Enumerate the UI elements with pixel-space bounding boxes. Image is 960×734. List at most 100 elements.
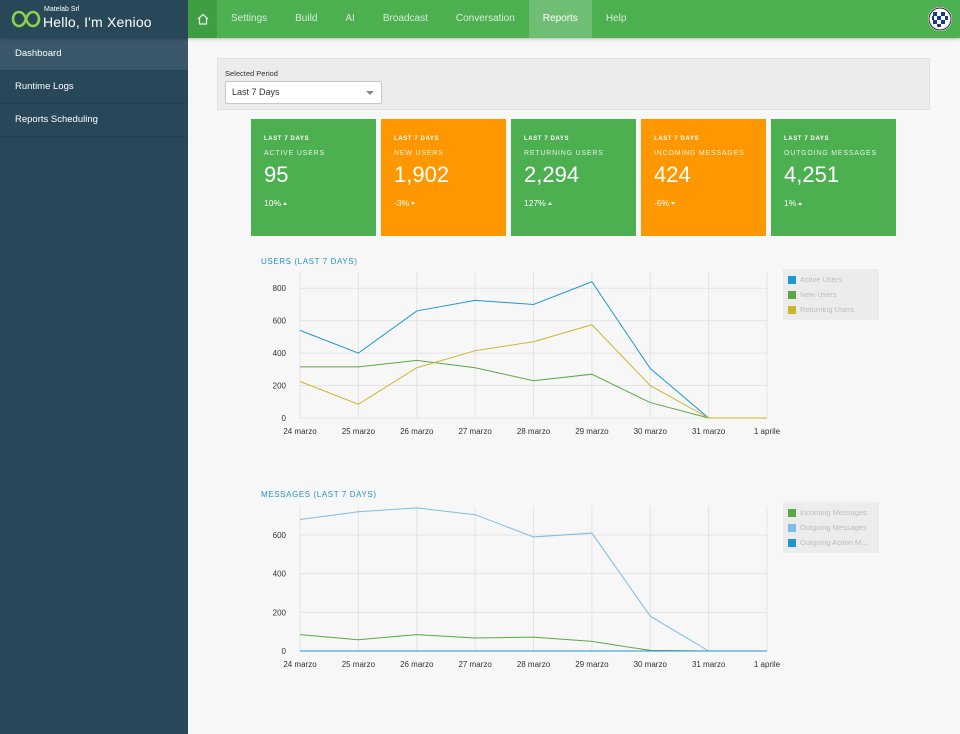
x-tick-label: 28 marzo (517, 660, 551, 669)
x-tick-label: 1 aprile (754, 427, 781, 436)
kpi-value: 2,294 (524, 162, 580, 187)
avatar-pattern-icon (928, 7, 952, 31)
kpi-delta: 10% (264, 198, 376, 208)
x-tick-label: 25 marzo (342, 660, 376, 669)
legend-swatch (788, 508, 796, 517)
kpi-value: 424 (654, 162, 691, 187)
legend-swatch (788, 275, 796, 284)
legend-swatch (788, 290, 796, 299)
kpi-card-active-users: LAST 7 DAYS ACTIVE USERS 95 10% (251, 119, 376, 236)
y-tick-label: 0 (282, 647, 287, 656)
app-name: Hello, I'm Xenioo (43, 14, 152, 30)
x-tick-label: 25 marzo (342, 427, 376, 436)
x-tick-label: 30 marzo (634, 660, 668, 669)
kpi-period: LAST 7 DAYS (654, 136, 700, 142)
period-label: Selected Period (225, 69, 278, 78)
y-tick-label: 200 (273, 608, 287, 617)
kpi-delta: -3% (394, 198, 506, 208)
legend-label: Active Users (800, 275, 843, 284)
legend-label: New Users (800, 290, 837, 299)
nav-reports[interactable]: Reports (528, 0, 592, 38)
kpi-card-returning-users: LAST 7 DAYS RETURNING USERS 2,294 127% (511, 119, 636, 236)
period-select[interactable]: Last 7 Days (225, 81, 382, 104)
sidebar-item-reports-scheduling[interactable]: Reports Scheduling (0, 104, 188, 137)
home-button[interactable] (188, 0, 217, 38)
legend-label: Outgoing Action M... (800, 538, 868, 547)
kpi-label: RETURNING USERS (524, 150, 604, 157)
kpi-delta: 1% (784, 198, 896, 208)
home-icon (197, 13, 208, 25)
kpi-delta-value: 1% (784, 198, 797, 208)
kpi-value: 95 (264, 162, 289, 187)
kpi-period: LAST 7 DAYS (784, 136, 830, 142)
users-chart: 24 marzo 25 marzo 26 marzo 27 marzo 28 marzo… (273, 272, 781, 436)
kpi-period: LAST 7 DAYS (264, 136, 310, 142)
nav-build[interactable]: Build (295, 13, 318, 24)
grid (299, 272, 768, 419)
chevron-down-icon (366, 91, 374, 95)
arrow-up-icon (283, 201, 288, 205)
y-tick-label: 0 (282, 414, 287, 423)
legend-item[interactable]: Outgoing Messages (788, 520, 874, 535)
kpi-period: LAST 7 DAYS (394, 136, 440, 142)
legend-label: Incoming Messages (800, 508, 867, 517)
legend-item[interactable]: New Users (788, 287, 874, 302)
nav-broadcast[interactable]: Broadcast (382, 13, 428, 24)
nav-help[interactable]: Help (605, 13, 627, 24)
users-chart-title: USERS (LAST 7 DAYS) (261, 257, 358, 266)
legend-label: Returning Users (800, 305, 855, 314)
x-tick-label: 31 marzo (692, 427, 726, 436)
users-chart-legend: Active Users New Users Returning Users (783, 269, 879, 320)
kpi-delta: -5% (654, 198, 766, 208)
kpi-value: 1,902 (394, 162, 450, 187)
arrow-up-icon (798, 201, 803, 205)
user-avatar[interactable] (928, 7, 952, 31)
legend-item[interactable]: Active Users (788, 272, 874, 287)
y-tick-label: 200 (273, 382, 287, 391)
kpi-label: INCOMING MESSAGES (654, 150, 745, 157)
legend-item[interactable]: Incoming Messages (788, 505, 874, 520)
arrow-down-icon (671, 201, 676, 205)
x-tick-label: 29 marzo (575, 427, 609, 436)
legend-item[interactable]: Outgoing Action M... (788, 535, 874, 550)
series-line-2 (299, 324, 767, 419)
nav-conversation[interactable]: Conversation (455, 13, 515, 24)
arrow-up-icon (547, 201, 552, 205)
kpi-delta-value: 10% (264, 198, 282, 208)
nav-ai[interactable]: AI (345, 13, 355, 24)
nav-settings[interactable]: Settings (231, 13, 268, 24)
period-panel: Selected Period Last 7 Days (217, 58, 930, 110)
series-line-1 (300, 359, 767, 419)
kpi-delta-value: -5% (654, 198, 670, 208)
legend-item[interactable]: Returning Users (788, 302, 874, 317)
kpi-delta-value: 127% (524, 198, 546, 208)
kpi-card-incoming-messages: LAST 7 DAYS INCOMING MESSAGES 424 -5% (641, 119, 766, 236)
legend-label: Outgoing Messages (800, 523, 867, 532)
x-tick-label: 26 marzo (400, 427, 434, 436)
sidebar-item-runtime-logs[interactable]: Runtime Logs (0, 71, 188, 104)
arrow-down-icon (411, 201, 416, 205)
infinity-logo-icon (11, 10, 41, 28)
brand[interactable]: Matelab Srl Hello, I'm Xenioo (0, 0, 188, 38)
grid (299, 506, 768, 652)
messages-chart-title: MESSAGES (LAST 7 DAYS) (261, 490, 377, 499)
x-tick-label: 27 marzo (458, 427, 492, 436)
company-name: Matelab Srl (44, 6, 80, 13)
legend-swatch (788, 305, 796, 314)
y-tick-label: 600 (273, 317, 287, 326)
period-select-value: Last 7 Days (232, 87, 280, 97)
x-tick-label: 30 marzo (634, 427, 668, 436)
legend-swatch (788, 523, 796, 532)
x-tick-label: 28 marzo (517, 427, 551, 436)
messages-chart-legend: Incoming Messages Outgoing Messages Outgoi… (783, 502, 879, 553)
x-tick-label: 24 marzo (283, 427, 317, 436)
x-tick-label: 1 aprile (754, 660, 781, 669)
sidebar-item-dashboard[interactable]: Dashboard (0, 38, 188, 71)
kpi-label: ACTIVE USERS (264, 150, 325, 157)
y-tick-label: 400 (273, 349, 287, 358)
main-nav: Settings Build AI Broadcast Conversation… (217, 0, 640, 38)
x-tick-label: 26 marzo (400, 660, 434, 669)
kpi-label: NEW USERS (394, 150, 444, 157)
x-tick-label: 27 marzo (458, 660, 492, 669)
